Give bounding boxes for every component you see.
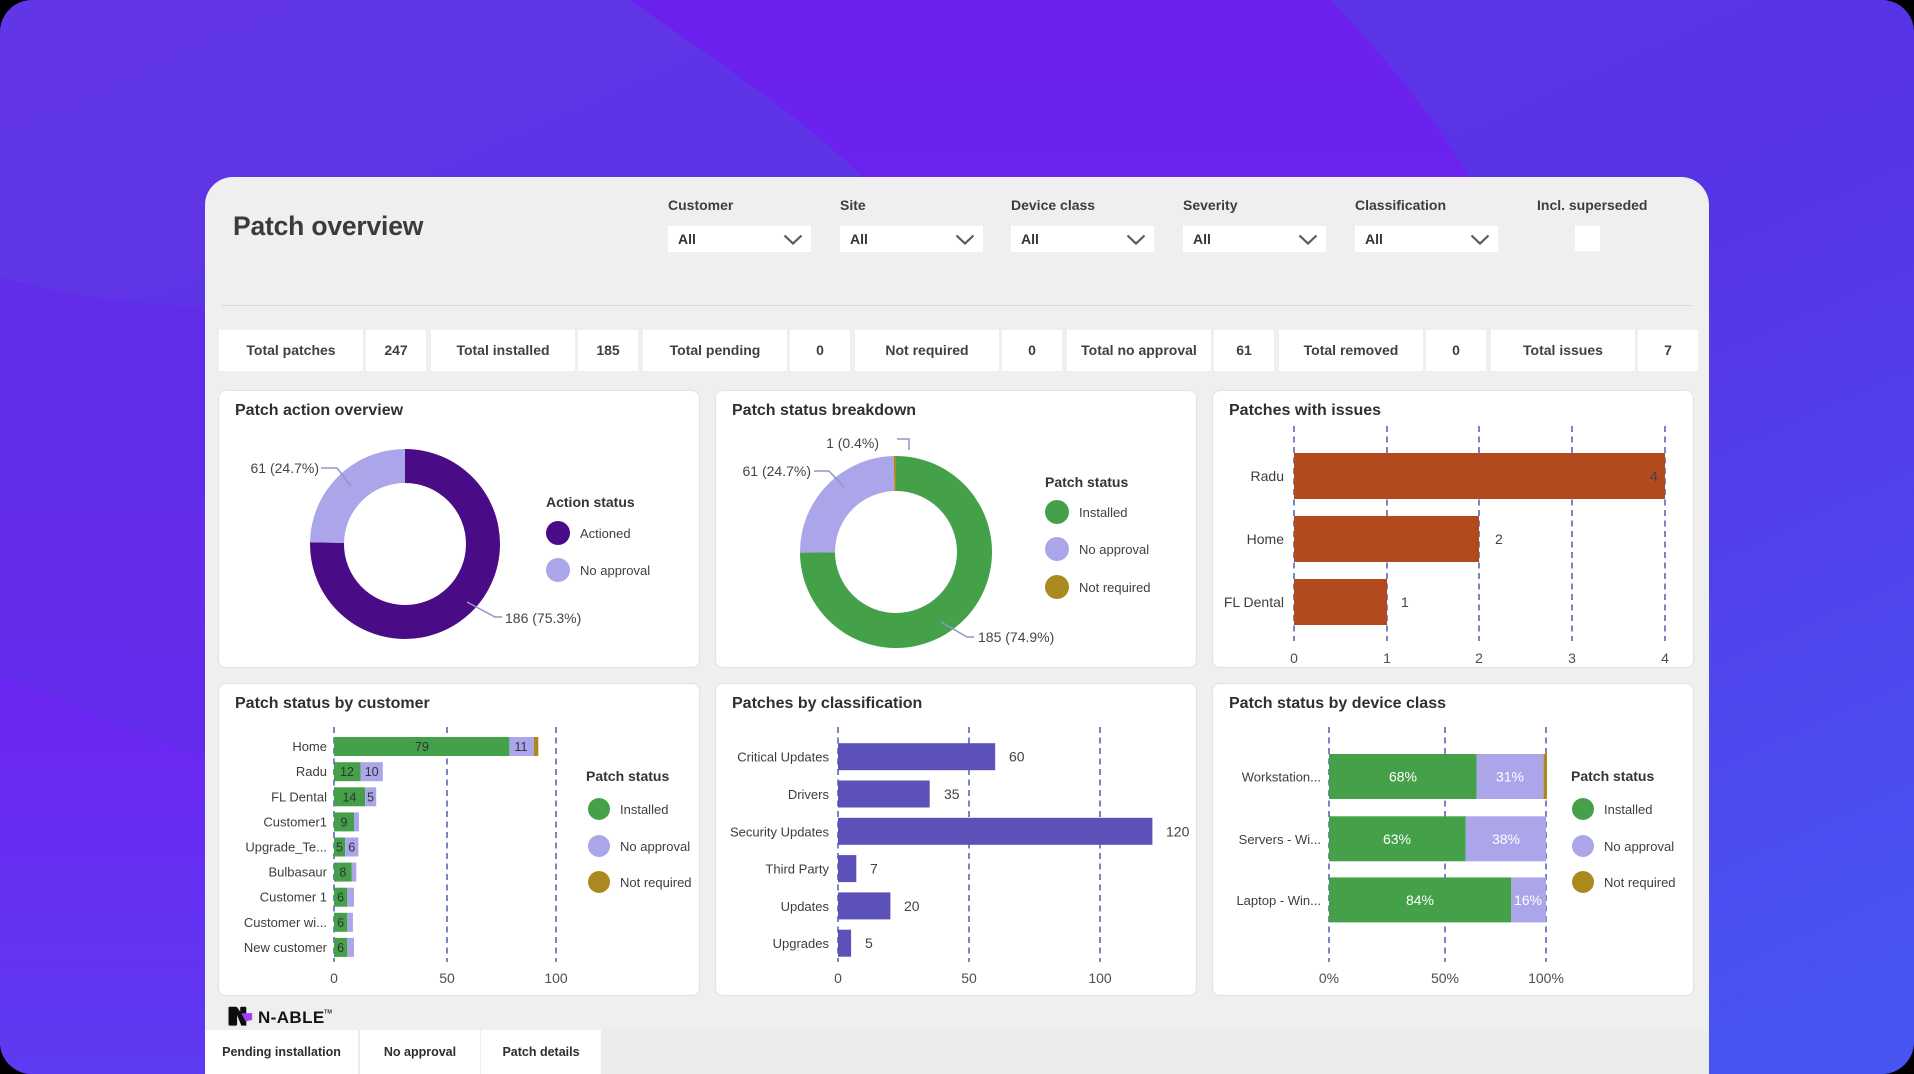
svg-text:35: 35 — [944, 786, 960, 802]
svg-text:120: 120 — [1166, 823, 1190, 839]
svg-text:5: 5 — [865, 935, 873, 951]
svg-text:7: 7 — [870, 861, 878, 877]
svg-text:FL Dental: FL Dental — [271, 789, 327, 804]
svg-text:185 (74.9%): 185 (74.9%) — [978, 629, 1054, 645]
svg-text:Upgrades: Upgrades — [773, 936, 830, 951]
svg-text:0: 0 — [330, 970, 338, 986]
svg-text:Updates: Updates — [781, 899, 830, 914]
svg-text:2: 2 — [1475, 650, 1483, 666]
svg-text:50%: 50% — [1431, 970, 1459, 986]
svg-text:60: 60 — [1009, 749, 1025, 765]
svg-text:5: 5 — [367, 790, 374, 804]
svg-text:100: 100 — [1088, 970, 1112, 986]
svg-text:50: 50 — [961, 970, 977, 986]
svg-text:5: 5 — [336, 841, 343, 855]
svg-text:186 (75.3%): 186 (75.3%) — [505, 610, 581, 626]
svg-text:0: 0 — [834, 970, 842, 986]
svg-text:100%: 100% — [1528, 970, 1564, 986]
svg-text:1: 1 — [1401, 594, 1409, 610]
svg-text:1: 1 — [1383, 650, 1391, 666]
svg-text:20: 20 — [904, 898, 920, 914]
svg-text:Patch status: Patch status — [1045, 474, 1128, 490]
svg-text:Customer 1: Customer 1 — [260, 890, 327, 905]
svg-text:61 (24.7%): 61 (24.7%) — [743, 463, 811, 479]
svg-text:Not required: Not required — [620, 875, 692, 890]
svg-text:Installed: Installed — [620, 802, 668, 817]
svg-text:Patch status: Patch status — [586, 768, 669, 784]
svg-text:2: 2 — [1495, 531, 1503, 547]
svg-text:Actioned: Actioned — [580, 526, 631, 541]
svg-text:6: 6 — [337, 941, 344, 955]
svg-text:Workstation...: Workstation... — [1242, 770, 1321, 785]
svg-text:Not required: Not required — [1079, 580, 1151, 595]
svg-text:Home: Home — [1247, 531, 1285, 547]
svg-text:10: 10 — [365, 765, 379, 779]
svg-text:New customer: New customer — [244, 940, 328, 955]
svg-text:1 (0.4%): 1 (0.4%) — [826, 435, 879, 451]
svg-text:Drivers: Drivers — [788, 787, 830, 802]
svg-text:68%: 68% — [1389, 769, 1417, 785]
svg-text:0%: 0% — [1319, 970, 1339, 986]
svg-text:0: 0 — [1290, 650, 1298, 666]
svg-text:Security Updates: Security Updates — [730, 824, 829, 839]
svg-text:4: 4 — [1650, 468, 1658, 484]
svg-text:No approval: No approval — [580, 563, 650, 578]
svg-text:TM: TM — [324, 1010, 332, 1016]
svg-text:Radu: Radu — [296, 764, 327, 779]
svg-text:4: 4 — [1661, 650, 1669, 666]
svg-text:Bulbasaur: Bulbasaur — [268, 865, 327, 880]
svg-text:9: 9 — [341, 815, 348, 829]
svg-text:Not required: Not required — [1604, 875, 1676, 890]
svg-text:38%: 38% — [1492, 831, 1520, 847]
svg-text:Customer1: Customer1 — [263, 814, 327, 829]
svg-text:6: 6 — [348, 841, 355, 855]
svg-text:Servers - Wi...: Servers - Wi... — [1239, 832, 1321, 847]
svg-text:84%: 84% — [1406, 892, 1434, 908]
svg-text:6: 6 — [337, 916, 344, 930]
svg-text:31%: 31% — [1496, 769, 1524, 785]
svg-text:Action status: Action status — [546, 494, 635, 510]
svg-text:79: 79 — [415, 740, 429, 754]
svg-text:FL Dental: FL Dental — [1224, 594, 1284, 610]
svg-text:Radu: Radu — [1251, 468, 1284, 484]
svg-text:Upgrade_Te...: Upgrade_Te... — [245, 840, 327, 855]
svg-text:No approval: No approval — [1604, 839, 1674, 854]
svg-text:N-ABLE: N-ABLE — [258, 1008, 325, 1027]
svg-text:16%: 16% — [1514, 892, 1542, 908]
svg-text:11: 11 — [515, 740, 528, 754]
svg-text:50: 50 — [439, 970, 455, 986]
svg-text:Installed: Installed — [1079, 505, 1127, 520]
svg-text:14: 14 — [343, 790, 357, 804]
svg-text:Third Party: Third Party — [765, 862, 829, 877]
svg-text:Laptop - Win...: Laptop - Win... — [1236, 893, 1321, 908]
svg-text:Home: Home — [292, 739, 327, 754]
svg-text:No approval: No approval — [620, 839, 690, 854]
svg-text:Customer wi...: Customer wi... — [244, 915, 327, 930]
svg-text:63%: 63% — [1383, 831, 1411, 847]
svg-text:12: 12 — [340, 765, 354, 779]
svg-text:6: 6 — [337, 891, 344, 905]
svg-text:61 (24.7%): 61 (24.7%) — [251, 460, 319, 476]
svg-text:Critical Updates: Critical Updates — [737, 750, 829, 765]
svg-text:Installed: Installed — [1604, 802, 1652, 817]
svg-text:No approval: No approval — [1079, 542, 1149, 557]
svg-text:Patch status: Patch status — [1571, 768, 1654, 784]
svg-text:100: 100 — [544, 970, 568, 986]
svg-text:3: 3 — [1568, 650, 1576, 666]
svg-text:8: 8 — [339, 866, 346, 880]
